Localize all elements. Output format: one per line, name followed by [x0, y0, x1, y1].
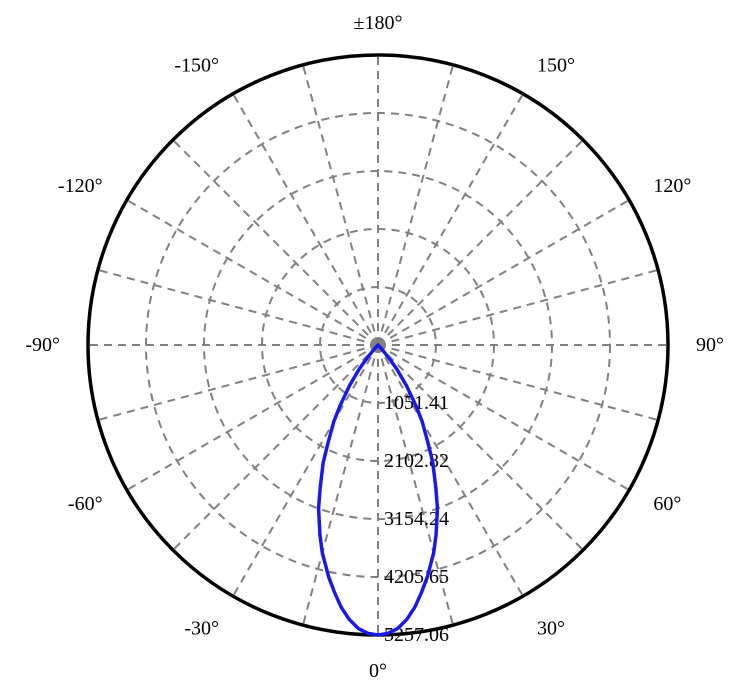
grid-radial — [127, 200, 378, 345]
angle-label: ±180° — [354, 12, 403, 34]
angle-label: 90° — [696, 334, 724, 356]
grid-radial — [233, 94, 378, 345]
angle-label: 150° — [537, 55, 575, 77]
grid-radial — [127, 345, 378, 490]
angle-label: -90° — [25, 334, 60, 356]
grid-radial — [378, 94, 523, 345]
grid-radial — [378, 140, 583, 345]
grid-radial — [378, 270, 658, 345]
radial-label: 3154.24 — [384, 508, 449, 530]
grid-radial — [173, 140, 378, 345]
angle-label: 0° — [369, 660, 387, 682]
grid-radial — [173, 345, 378, 550]
angle-label: -150° — [174, 55, 219, 77]
radial-label: 2102.82 — [384, 450, 449, 472]
angle-label: 30° — [537, 617, 565, 639]
grid-radial — [98, 345, 378, 420]
angle-label: -60° — [68, 493, 103, 515]
polar-chart: 1051.412102.823154.244205.655257.060°30°… — [0, 0, 756, 691]
angle-label: -120° — [58, 175, 103, 197]
angle-label: 60° — [653, 493, 681, 515]
angle-label: -30° — [184, 617, 219, 639]
radial-label: 5257.06 — [384, 624, 449, 646]
grid-radial — [303, 65, 378, 345]
grid-radial — [233, 345, 378, 596]
grid-radial — [303, 345, 378, 625]
grid-radial — [378, 65, 453, 345]
angle-label: 120° — [653, 175, 691, 197]
grid-radial — [98, 270, 378, 345]
radial-label: 4205.65 — [384, 566, 449, 588]
grid-radial — [378, 200, 629, 345]
